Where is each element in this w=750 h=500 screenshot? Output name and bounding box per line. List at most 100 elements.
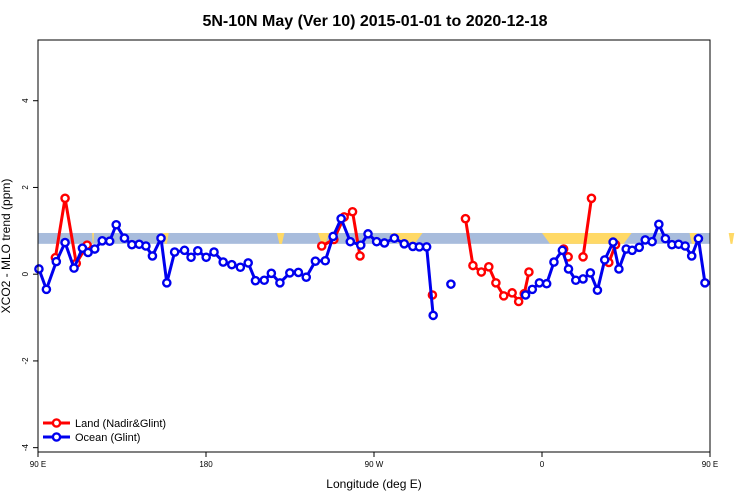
series-1-point-2-9 <box>585 268 596 278</box>
series-1-point-0-28 <box>250 275 261 286</box>
series-1-point-2-11 <box>599 255 610 265</box>
series-1-point-2-12 <box>608 237 618 247</box>
series-1-point-0-23 <box>209 247 219 257</box>
series-1-point-2-23 <box>680 241 690 251</box>
series-1-point-2-7 <box>570 275 581 286</box>
series-0-point-1-3 <box>347 206 358 217</box>
series-1-point-2-3 <box>541 278 552 289</box>
series-0-point-5-0 <box>578 252 588 262</box>
series-1-point-0-45 <box>399 239 410 249</box>
series-1-point-0-37 <box>328 231 338 242</box>
series-0-point-1-4 <box>355 251 365 261</box>
series-1-point-0-9 <box>104 236 115 247</box>
series-1-point-2-13 <box>614 264 624 274</box>
series-0-line-0 <box>53 196 89 265</box>
series-1-point-0-21 <box>192 245 203 256</box>
series-1-point-2-26 <box>700 278 710 288</box>
series-1-point-0-26 <box>235 262 246 273</box>
legend-label-0: Land (Nadir&Glint) <box>75 418 166 430</box>
series-1-point-0-48 <box>421 242 432 252</box>
x-tick-label-2: 90 W <box>365 460 384 469</box>
series-1-point-0-30 <box>266 268 277 279</box>
series-1-point-0-10 <box>111 219 122 230</box>
series-1-point-0-34 <box>301 272 312 283</box>
series-1-point-2-6 <box>563 264 574 274</box>
series-layer <box>34 193 710 321</box>
x-tick-label-0: 90 E <box>30 460 46 469</box>
y-tick-label-0: -4 <box>21 444 30 452</box>
x-tick-label-1: 180 <box>199 460 213 469</box>
series-1-point-0-49 <box>428 310 438 321</box>
series-0-point-3-7 <box>513 296 524 307</box>
y-tick-label-3: 2 <box>21 185 30 190</box>
land-span-2 <box>276 232 285 244</box>
series-1-point-0-38 <box>336 213 346 224</box>
series-1-point-0-18 <box>169 247 180 257</box>
series-0-point-5-1 <box>586 193 597 204</box>
series-0-point-3-5 <box>498 291 509 301</box>
series-1-point-0-11 <box>119 233 130 243</box>
land-span-3 <box>318 232 330 244</box>
series-0-point-3-1 <box>468 260 478 271</box>
series-1-point-0-35 <box>310 256 321 266</box>
series-1-point-0-25 <box>226 259 237 270</box>
series-1-point-0-36 <box>320 255 331 266</box>
series-0-point-3-3 <box>483 262 494 272</box>
series-0-point-3-4 <box>491 278 501 288</box>
series-1-point-0-22 <box>201 252 211 263</box>
series-0-point-3-0 <box>460 213 471 224</box>
legend-marker-1 <box>51 432 62 442</box>
series-1-point-0-39 <box>345 236 356 247</box>
series-0-line-5 <box>581 198 593 258</box>
series-1-point-0-15 <box>147 251 158 261</box>
y-axis-label: XCO2 - MLO trend (ppm) <box>0 179 13 314</box>
series-1-point-2-25 <box>693 233 704 244</box>
legend-marker-0 <box>51 418 62 428</box>
x-tick-label-4: 90 E <box>702 460 718 469</box>
land-span-7 <box>728 232 735 244</box>
series-0-line-3 <box>463 218 531 304</box>
series-1-point-2-0 <box>520 290 531 300</box>
series-1-point-2-5 <box>557 245 568 256</box>
x-tick-label-3: 0 <box>540 460 545 469</box>
series-1-point-0-0 <box>34 264 44 274</box>
series-1-point-0-40 <box>355 240 366 250</box>
series-0 <box>50 193 621 307</box>
series-0-point-3-6 <box>507 288 517 298</box>
series-1-point-0-29 <box>259 275 270 286</box>
series-1-point-0-41 <box>363 229 373 239</box>
series-0-point-0-1 <box>60 193 70 204</box>
series-0-point-3-2 <box>476 267 487 277</box>
y-tick-label-1: -2 <box>21 357 30 365</box>
series-1-point-0-31 <box>275 278 285 288</box>
series-1-point-0-19 <box>179 245 190 256</box>
series-1-point-2-24 <box>686 251 697 261</box>
x-axis: 90 E 180 90 W 0 90 E <box>30 451 718 469</box>
series-1-point-0-44 <box>389 233 400 243</box>
chart-title: 5N-10N May (Ver 10) 2015-01-01 to 2020-1… <box>202 13 547 30</box>
series-1-point-2-1 <box>527 284 538 295</box>
series-1-point-1-0 <box>446 279 456 289</box>
series-1-point-2-4 <box>549 257 559 267</box>
series-1-point-0-8 <box>97 235 108 246</box>
series-1-point-0-17 <box>161 278 172 288</box>
series-1-point-2-20 <box>660 233 671 244</box>
series-1 <box>34 213 710 321</box>
series-1-point-2-19 <box>654 219 664 230</box>
series-1-point-0-24 <box>218 257 228 267</box>
y-tick-label-4: 4 <box>21 98 30 103</box>
series-1-point-0-42 <box>371 236 382 247</box>
y-tick-label-2: 0 <box>21 271 30 276</box>
legend: Land (Nadir&Glint) Ocean (Glint) <box>43 418 166 444</box>
series-1-point-2-16 <box>634 242 645 253</box>
series-1-point-2-18 <box>647 236 657 247</box>
series-0-point-3-9 <box>524 267 534 277</box>
x-axis-label: Longitude (deg E) <box>326 477 421 491</box>
series-1-point-2-10 <box>592 285 603 296</box>
series-1-point-2-2 <box>534 278 545 288</box>
series-1-point-0-3 <box>60 237 70 248</box>
series-1-point-0-20 <box>186 252 196 263</box>
y-axis: -4 -2 0 2 4 <box>21 40 39 452</box>
series-1-point-2-8 <box>578 274 588 284</box>
